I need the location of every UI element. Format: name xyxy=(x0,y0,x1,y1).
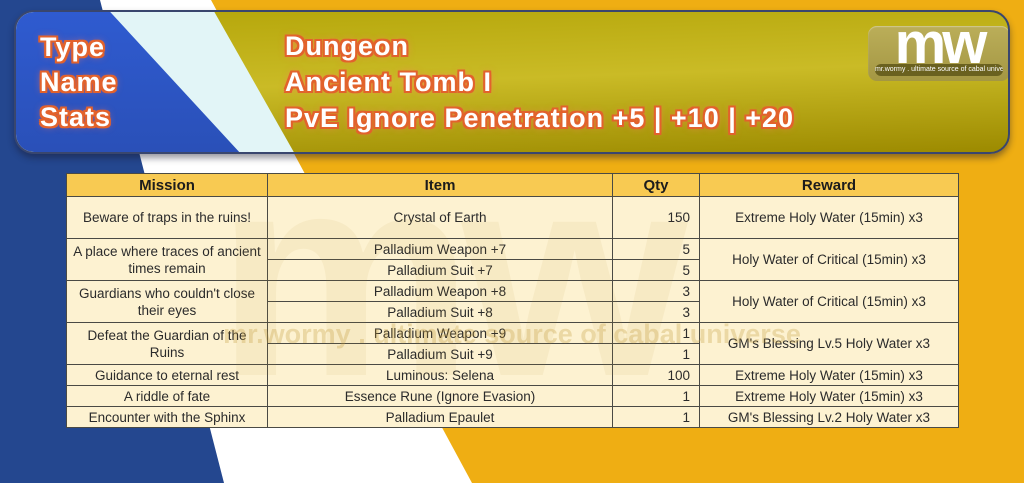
legend-label-stats: Stats xyxy=(40,102,112,132)
table-row: A riddle of fate Essence Rune (Ignore Eva… xyxy=(66,385,959,407)
cell-qty: 1 xyxy=(612,343,700,365)
cell-qty: 1 xyxy=(612,406,700,428)
cell-item: Palladium Suit +9 xyxy=(267,343,613,365)
title-line-name: Ancient Tomb I xyxy=(285,67,492,97)
cell-item: Palladium Epaulet xyxy=(267,406,613,428)
dungeon-title: Dungeon Ancient Tomb I PvE Ignore Penetr… xyxy=(285,28,794,136)
cell-qty: 1 xyxy=(612,385,700,407)
table-row: Guidance to eternal rest Luminous: Selena… xyxy=(66,364,959,386)
cell-qty: 1 xyxy=(612,322,700,344)
cell-reward: Extreme Holy Water (15min) x3 xyxy=(699,196,959,239)
cell-reward: GM's Blessing Lv.5 Holy Water x3 xyxy=(699,322,959,365)
column-header-item: Item xyxy=(267,173,613,197)
cell-reward: Holy Water of Critical (15min) x3 xyxy=(699,238,959,281)
cell-item: Palladium Suit +7 xyxy=(267,259,613,281)
cell-item: Crystal of Earth xyxy=(267,196,613,239)
title-line-stats: PvE Ignore Penetration +5 | +10 | +20 xyxy=(285,103,795,133)
mission-table-header: Mission Item Qty Reward xyxy=(66,173,959,197)
cell-reward: Extreme Holy Water (15min) x3 xyxy=(699,385,959,407)
header-banner: Type Name Stats Dungeon Ancient Tomb I P… xyxy=(14,10,1010,154)
cell-item: Palladium Suit +8 xyxy=(267,301,613,323)
mw-logo: mw mr.wormy . ultimate source of cabal u… xyxy=(868,15,1008,81)
title-line-type: Dungeon xyxy=(285,31,409,61)
table-row: Palladium Suit +9 1 xyxy=(67,343,959,365)
table-row: Beware of traps in the ruins! Crystal of … xyxy=(66,196,959,239)
mw-logo-text: mw xyxy=(894,11,988,76)
table-row: A place where traces of ancient times re… xyxy=(66,238,959,281)
cell-mission: Guardians who couldn't close their eyes xyxy=(66,280,268,323)
cell-qty: 3 xyxy=(612,301,700,323)
legend-label-type: Type xyxy=(40,32,106,62)
cell-qty: 100 xyxy=(612,364,700,386)
cell-qty: 5 xyxy=(612,259,700,281)
cell-qty: 3 xyxy=(612,280,700,302)
cell-item: Palladium Weapon +8 xyxy=(267,280,613,302)
cell-item: Palladium Weapon +9 xyxy=(267,322,613,344)
legend-label-name: Name xyxy=(40,67,118,97)
column-header-qty: Qty xyxy=(612,173,700,197)
cell-reward: Extreme Holy Water (15min) x3 xyxy=(699,364,959,386)
cell-item: Luminous: Selena xyxy=(267,364,613,386)
cell-mission: A riddle of fate xyxy=(66,385,268,407)
cell-item: Essence Rune (Ignore Evasion) xyxy=(267,385,613,407)
cell-qty: 5 xyxy=(612,238,700,260)
column-header-mission: Mission xyxy=(66,173,268,197)
mw-logo-tagline: mr.wormy . ultimate source of cabal univ… xyxy=(875,64,1003,76)
cell-item: Palladium Weapon +7 xyxy=(267,238,613,260)
cell-mission: Defeat the Guardian of the Ruins xyxy=(66,322,268,365)
cell-mission: Guidance to eternal rest xyxy=(66,364,268,386)
table-row: Encounter with the Sphinx Palladium Epaul… xyxy=(66,406,959,428)
legend-labels: Type Name Stats xyxy=(40,30,118,135)
column-header-reward: Reward xyxy=(699,173,959,197)
cell-reward: GM's Blessing Lv.2 Holy Water x3 xyxy=(699,406,959,428)
cell-mission: Beware of traps in the ruins! xyxy=(66,196,268,239)
cell-reward: Holy Water of Critical (15min) x3 xyxy=(699,280,959,323)
cell-mission: Encounter with the Sphinx xyxy=(66,406,268,428)
table-row: Guardians who couldn't close their eyes P… xyxy=(66,280,959,323)
cell-qty: 150 xyxy=(612,196,700,239)
mission-table-body: Beware of traps in the ruins! Crystal of … xyxy=(66,196,959,428)
table-row: Defeat the Guardian of the Ruins Palladiu… xyxy=(66,322,959,365)
mission-table: Mission Item Qty Reward Beware of traps in … xyxy=(66,173,959,428)
cell-mission: A place where traces of ancient times re… xyxy=(66,238,268,281)
